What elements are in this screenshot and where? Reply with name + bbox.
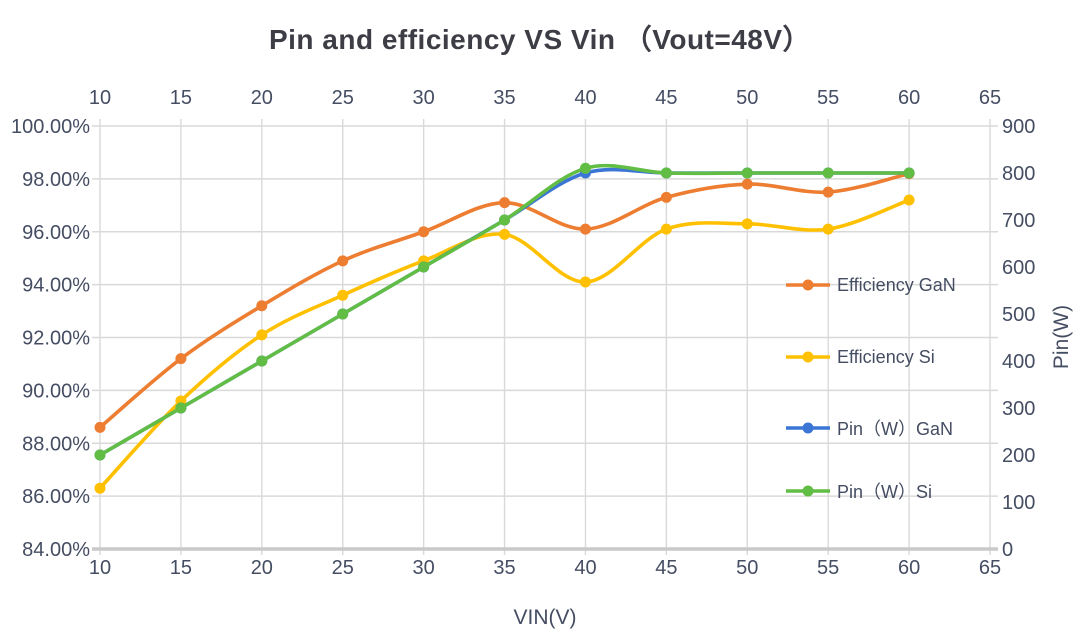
data-point-marker bbox=[822, 167, 834, 179]
y-right-tick: 300 bbox=[1002, 398, 1035, 420]
legend-item: Pin（W）GaN bbox=[786, 417, 953, 439]
data-point-marker bbox=[337, 255, 349, 267]
chart-title: Pin and efficiency VS Vin （Vout=48V） bbox=[268, 24, 812, 55]
y-right-tick: 900 bbox=[1002, 116, 1035, 138]
x-tick-bottom: 65 bbox=[979, 557, 1001, 579]
x-tick-bottom: 45 bbox=[655, 557, 677, 579]
data-point-marker bbox=[337, 289, 349, 301]
y-left-tick: 96.00% bbox=[22, 222, 90, 244]
y-left-tick: 86.00% bbox=[22, 486, 90, 508]
data-point-marker bbox=[660, 191, 672, 203]
data-point-marker bbox=[741, 178, 753, 190]
data-point-marker bbox=[579, 223, 591, 235]
series-pin-w-si bbox=[94, 162, 915, 461]
y-right-tick: 0 bbox=[1002, 539, 1013, 561]
data-point-marker bbox=[256, 355, 268, 367]
legend-label: Pin（W）Si bbox=[837, 482, 933, 502]
y-left-tick: 98.00% bbox=[22, 169, 90, 191]
data-point-marker bbox=[256, 329, 268, 341]
legend-marker-icon bbox=[786, 351, 830, 363]
data-point-marker bbox=[741, 167, 753, 179]
legend-marker-icon bbox=[786, 422, 830, 434]
y-right-tick: 400 bbox=[1002, 351, 1035, 373]
x-tick-top: 60 bbox=[898, 87, 920, 109]
right-axis-title: Pin(W) bbox=[1050, 304, 1073, 370]
x-tick-top: 50 bbox=[736, 87, 758, 109]
data-point-marker bbox=[579, 162, 591, 174]
data-point-marker bbox=[499, 214, 511, 226]
y-right-tick: 700 bbox=[1002, 210, 1035, 232]
y-right-tick: 100 bbox=[1002, 492, 1035, 514]
data-point-marker bbox=[660, 167, 672, 179]
legend-label: Efficiency Si bbox=[837, 346, 935, 367]
y-left-tick: 88.00% bbox=[22, 433, 90, 455]
x-tick-top: 25 bbox=[332, 87, 354, 109]
data-point-marker bbox=[741, 218, 753, 230]
x-tick-bottom: 30 bbox=[413, 557, 435, 579]
x-tick-top: 55 bbox=[817, 87, 839, 109]
data-point-marker bbox=[94, 482, 106, 494]
data-point-marker bbox=[94, 449, 106, 461]
x-tick-bottom: 25 bbox=[332, 557, 354, 579]
data-point-marker bbox=[337, 308, 349, 320]
x-tick-top: 30 bbox=[413, 87, 435, 109]
x-tick-bottom: 60 bbox=[898, 557, 920, 579]
legend-label: Efficiency GaN bbox=[837, 274, 956, 295]
x-tick-bottom: 35 bbox=[493, 557, 515, 579]
axis-tick-labels: 10 10 15 15 20 20 25 25 30 30 35 35 40 40 45 45 50 50 55 55… bbox=[11, 87, 1035, 579]
data-point-marker bbox=[175, 402, 187, 414]
x-tick-bottom: 10 bbox=[89, 557, 111, 579]
y-right-tick: 200 bbox=[1002, 445, 1035, 467]
y-right-tick: 600 bbox=[1002, 257, 1035, 279]
series-efficiency-gan bbox=[94, 168, 915, 433]
legend-marker-icon bbox=[786, 279, 830, 291]
x-tick-top: 35 bbox=[493, 87, 515, 109]
y-left-tick: 100.00% bbox=[11, 116, 90, 138]
data-point-marker bbox=[903, 167, 915, 179]
legend-marker-icon bbox=[786, 485, 830, 497]
y-right-tick: 800 bbox=[1002, 163, 1035, 185]
x-tick-bottom: 50 bbox=[736, 557, 758, 579]
y-left-tick: 94.00% bbox=[22, 275, 90, 297]
legend-label: Pin（W）GaN bbox=[837, 419, 954, 439]
x-tick-bottom: 20 bbox=[251, 557, 273, 579]
legend-item: Pin（W）Si bbox=[786, 480, 932, 502]
x-tick-top: 45 bbox=[655, 87, 677, 109]
series-efficiency-si bbox=[94, 194, 915, 494]
y-right-tick: 500 bbox=[1002, 304, 1035, 326]
data-point-marker bbox=[94, 421, 106, 433]
data-point-marker bbox=[579, 276, 591, 288]
data-point-marker bbox=[822, 223, 834, 235]
data-point-marker bbox=[418, 226, 430, 238]
y-left-tick: 84.00% bbox=[22, 539, 90, 561]
x-tick-top: 15 bbox=[170, 87, 192, 109]
data-point-marker bbox=[499, 197, 511, 209]
data-point-marker bbox=[822, 186, 834, 198]
data-point-marker bbox=[903, 194, 915, 206]
x-tick-bottom: 55 bbox=[817, 557, 839, 579]
data-point-marker bbox=[418, 261, 430, 273]
x-tick-bottom: 15 bbox=[170, 557, 192, 579]
x-tick-top: 40 bbox=[574, 87, 596, 109]
x-tick-top: 10 bbox=[89, 87, 111, 109]
y-left-tick: 92.00% bbox=[22, 328, 90, 350]
data-point-marker bbox=[256, 300, 268, 312]
legend-item: Efficiency Si bbox=[786, 346, 935, 368]
y-left-tick: 90.00% bbox=[22, 380, 90, 402]
x-tick-bottom: 40 bbox=[574, 557, 596, 579]
data-point-marker bbox=[175, 353, 187, 365]
x-axis-title: VIN(V) bbox=[513, 606, 577, 629]
gridlines bbox=[92, 119, 998, 555]
data-point-marker bbox=[499, 228, 511, 240]
data-point-marker bbox=[660, 223, 672, 235]
x-tick-top: 65 bbox=[979, 87, 1001, 109]
x-tick-top: 20 bbox=[251, 87, 273, 109]
legend-item: Efficiency GaN bbox=[786, 274, 956, 296]
